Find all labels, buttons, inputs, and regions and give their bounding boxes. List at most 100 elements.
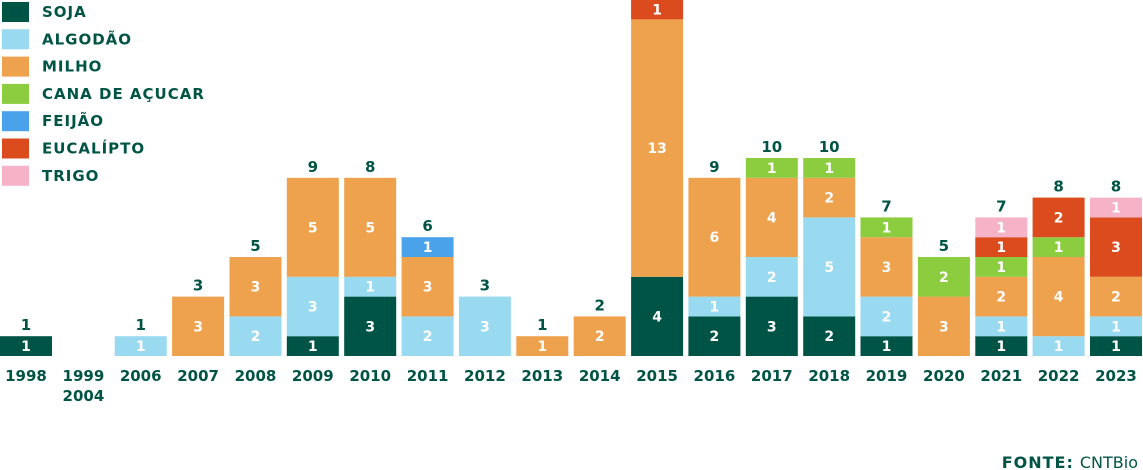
bar-value-label: 1 [21, 339, 31, 355]
bar-segment-soja-11 [631, 276, 684, 356]
bar-segment-algodao-18 [1032, 336, 1085, 356]
bar-segment-soja-19 [1090, 336, 1142, 356]
bar-segment-milho-15 [860, 237, 913, 297]
bar-segment-eucalipto-19 [1090, 217, 1142, 277]
legend-label-milho: MILHO [42, 58, 102, 76]
legend-swatch-milho [2, 56, 29, 77]
bar-segment-milho-9 [516, 336, 569, 356]
bar-total-label: 6 [422, 217, 432, 235]
bar-value-label: 2 [882, 309, 892, 325]
bar-total-label: 8 [1053, 178, 1063, 196]
bar-segment-feijao-7 [401, 237, 454, 257]
legend-swatch-soja [2, 2, 29, 22]
bar-segment-algodao-5 [286, 276, 339, 337]
x-tick-label: 2012 [464, 367, 506, 385]
x-tick-label: 2022 [1038, 367, 1080, 385]
bar-value-label: 1 [136, 339, 146, 355]
legend-label-soja: SOJA [42, 3, 87, 21]
bar-segment-milho-3 [172, 296, 225, 356]
bar-value-label: 13 [647, 141, 666, 157]
bar-total-label: 5 [250, 237, 260, 255]
bar-total-label: 1 [21, 316, 31, 334]
bar-value-label: 4 [652, 309, 662, 325]
bar-segment-milho-5 [286, 177, 339, 277]
x-tick-label: 2016 [694, 367, 736, 385]
bar-value-label: 2 [824, 191, 834, 207]
bar-segment-milho-11 [631, 19, 684, 277]
bar-segment-algodao-14 [803, 217, 856, 317]
bar-segment-soja-12 [688, 316, 741, 356]
bar-segment-algodao-19 [1090, 316, 1142, 337]
x-tick-label: 2019 [866, 367, 908, 385]
bar-segment-eucalipto-18 [1032, 197, 1085, 238]
bar-segment-algodao-12 [688, 296, 741, 317]
bar-segment-cana-de-acucar-13 [745, 158, 798, 178]
bar-segment-milho-7 [401, 257, 454, 317]
bar-value-label: 1 [1111, 339, 1121, 355]
legend-swatch-cana-de-acucar [2, 83, 29, 104]
bar-segment-trigo-19 [1090, 197, 1142, 218]
bar-segment-milho-10 [573, 316, 626, 356]
bar-segment-milho-19 [1090, 276, 1142, 317]
bar-total-label: 1 [135, 316, 145, 334]
bar-segment-algodao-7 [401, 316, 454, 356]
bar-value-label: 1 [996, 260, 1006, 276]
bar-segment-soja-13 [745, 296, 798, 356]
bar-segment-algodao-17 [975, 316, 1028, 337]
bar-total-label: 5 [939, 237, 949, 255]
bar-value-label: 3 [365, 319, 375, 335]
bar-value-label: 1 [537, 339, 547, 355]
bar-total-label: 8 [365, 158, 375, 176]
bar-value-label: 1 [1111, 201, 1121, 217]
bar-value-label: 1 [1054, 339, 1064, 355]
x-tick-label: 2023 [1095, 367, 1137, 385]
source-value: CNTBio [1080, 453, 1138, 470]
bar-value-label: 1 [1111, 319, 1121, 335]
bar-value-label: 1 [365, 280, 375, 296]
legend-label-cana-de-acucar: CANA DE AÇUCAR [42, 85, 205, 103]
source-text: FONTE: CNTBio [1002, 453, 1138, 470]
x-tick-label: 2017 [751, 367, 793, 385]
bar-segment-milho-17 [975, 276, 1028, 317]
bar-value-label: 1 [767, 161, 777, 177]
legend-swatch-eucalipto [2, 138, 29, 159]
legend-label-eucalipto: EUCALÍPTO [42, 139, 145, 158]
bar-value-label: 3 [308, 300, 318, 316]
bar-value-label: 2 [1054, 210, 1064, 226]
bar-value-label: 2 [595, 329, 605, 345]
bar-value-label: 3 [480, 319, 490, 335]
bar-total-label: 2 [594, 296, 604, 314]
bar-segment-cana-de-acucar-17 [975, 257, 1028, 277]
bar-total-label: 9 [709, 158, 719, 176]
bar-total-label: 10 [761, 138, 782, 156]
bar-value-label: 2 [423, 329, 433, 345]
bar-value-label: 5 [365, 220, 375, 236]
bar-value-label: 5 [824, 260, 834, 276]
bar-value-label: 1 [824, 161, 834, 177]
bar-segment-cana-de-acucar-14 [803, 158, 856, 178]
bar-segment-eucalipto-17 [975, 237, 1028, 257]
bar-value-label: 1 [710, 300, 720, 316]
x-tick-label: 2020 [923, 367, 965, 385]
bar-segment-milho-4 [229, 257, 282, 317]
bar-value-label: 3 [1111, 240, 1121, 256]
bar-segment-cana-de-acucar-18 [1032, 237, 1085, 257]
bar-segment-algodao-15 [860, 296, 913, 337]
bar-total-label: 8 [1111, 178, 1121, 196]
source: FONTE: CNTBio [1002, 453, 1138, 470]
legend-swatch-feijao [2, 111, 29, 132]
bar-segment-algodao-8 [458, 296, 511, 356]
bar-value-label: 3 [767, 319, 777, 335]
x-tick-label: 2007 [177, 367, 219, 385]
x-tick-label: 2010 [349, 367, 391, 385]
bar-value-label: 4 [1054, 290, 1064, 306]
x-tick-label: 2018 [808, 367, 850, 385]
x-tick-label: 2014 [579, 367, 621, 385]
bar-value-label: 1 [882, 220, 892, 236]
bar-value-label: 3 [882, 260, 892, 276]
x-tick-label: 2021 [980, 367, 1022, 385]
bar-segment-cana-de-acucar-15 [860, 217, 913, 238]
x-tick-label: 2013 [521, 367, 563, 385]
bar-segment-milho-12 [688, 177, 741, 297]
